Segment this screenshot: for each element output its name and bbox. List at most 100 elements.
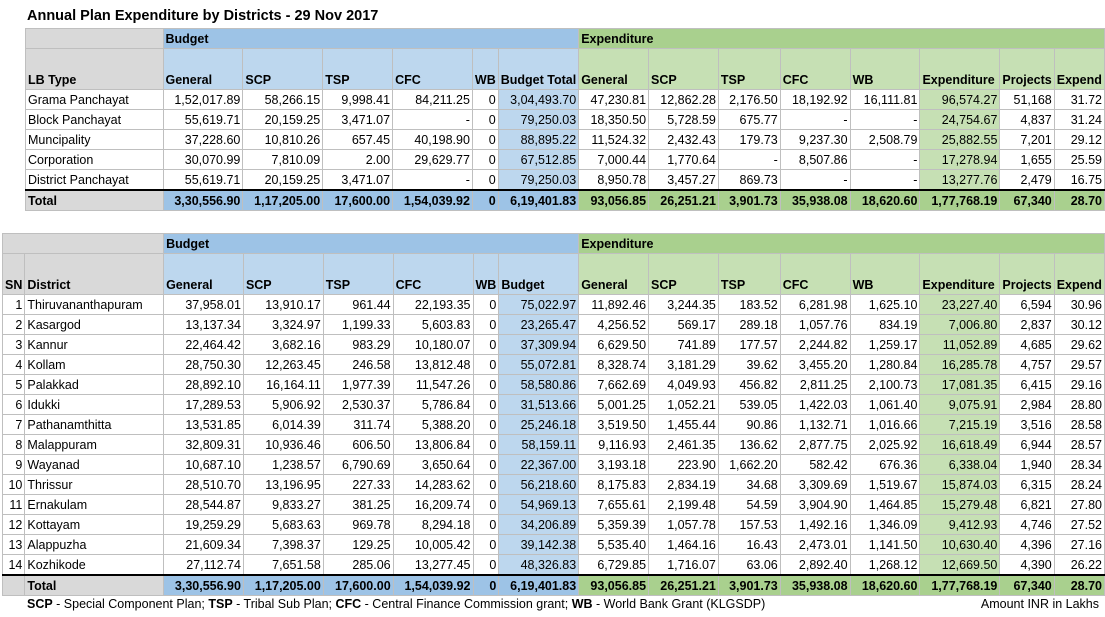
table-cell: 0 — [471, 149, 499, 170]
table-cell: 223.90 — [648, 454, 719, 475]
table-cell: 20,159.25 — [242, 169, 324, 191]
table-cell: 4,390 — [999, 554, 1055, 576]
table-cell: 1,280.84 — [849, 354, 921, 375]
table-cell: 177.57 — [717, 334, 781, 355]
table-cell: 37,309.94 — [498, 334, 580, 355]
table-cell: 40,198.90 — [392, 129, 473, 150]
table-cell: 0 — [471, 129, 499, 150]
table-cell: 1,977.39 — [322, 374, 394, 395]
table-cell: 16,618.49 — [919, 434, 1001, 455]
table-cell: 2,432.43 — [648, 129, 719, 150]
table-cell: 3,682.16 — [242, 334, 324, 355]
column-header: TSP — [322, 48, 394, 90]
table-cell: 6 — [1, 394, 26, 415]
table-cell: 3,471.07 — [322, 109, 394, 130]
table-cell: 27.52 — [1053, 514, 1105, 535]
table-cell: 30,070.99 — [162, 149, 244, 170]
table-cell: 5,906.92 — [242, 394, 324, 415]
table-cell: 8,328.74 — [578, 354, 650, 375]
table-cell: 0 — [471, 169, 499, 191]
table-cell: 0 — [472, 454, 500, 475]
table-cell: 5,001.25 — [578, 394, 650, 415]
table-cell: 1,346.09 — [849, 514, 921, 535]
table-cell: 3,324.97 — [242, 314, 324, 335]
header-spacer — [1, 233, 165, 254]
table-cell: 7,651.58 — [242, 554, 324, 576]
table-cell: 24,754.67 — [919, 109, 1001, 130]
table-cell: 58,266.15 — [242, 89, 324, 110]
table-cell: 1,464.85 — [849, 494, 921, 515]
table-cell: 539.05 — [717, 394, 781, 415]
table-cell: 37,228.60 — [162, 129, 244, 150]
total-row: Total 3,30,556.90 1,17,205.00 17,600.00 1,54… — [1, 574, 1105, 596]
table-row: 5 Palakkad 28,892.10 16,164.11 1,977.39 11,54… — [1, 374, 1105, 395]
table-cell: 3,471.07 — [322, 169, 394, 191]
legend-abbr: CFC — [335, 597, 362, 611]
table-cell: 31.72 — [1053, 89, 1105, 110]
table-cell: 22,367.00 — [498, 454, 580, 475]
table-cell: 10,687.10 — [163, 454, 244, 475]
table-cell: 4,049.93 — [648, 374, 719, 395]
lb-type-table: Budget Expenditure LB Type General SCP TSP CFC… — [25, 28, 1105, 211]
table-cell: 25.59 — [1053, 149, 1105, 170]
table-cell: 3,519.50 — [578, 414, 650, 435]
table-cell: 5,359.39 — [578, 514, 650, 535]
legend-abbr: WB — [571, 597, 593, 611]
table-cell: 2,892.40 — [779, 554, 851, 576]
table-cell: 6,014.39 — [242, 414, 324, 435]
table-cell: 13,196.95 — [242, 474, 324, 495]
table-cell: Kottayam — [24, 514, 165, 535]
table-cell: 22,193.35 — [392, 294, 474, 315]
total-cell: 3,901.73 — [717, 189, 781, 211]
table-cell: 834.19 — [849, 314, 921, 335]
table-cell: 1,268.12 — [849, 554, 921, 576]
table-cell: 4 — [1, 354, 26, 375]
table-cell: 13,137.34 — [163, 314, 244, 335]
table-cell: 2,473.01 — [779, 534, 851, 555]
table-row: Corporation 30,070.99 7,810.09 2.00 29,629.7… — [25, 149, 1105, 170]
table-cell: 183.52 — [717, 294, 781, 315]
table-cell: - — [717, 149, 781, 170]
table-cell: 7 — [1, 414, 26, 435]
table-cell: 17,081.35 — [919, 374, 1001, 395]
table-cell: 27,112.74 — [163, 554, 244, 576]
total-cell: 1,54,039.92 — [392, 574, 474, 596]
table-cell: 32,809.31 — [163, 434, 244, 455]
table-row: Grama Panchayat 1,52,017.89 58,266.15 9,998… — [25, 89, 1105, 110]
table-cell: 7,006.80 — [919, 314, 1001, 335]
table-cell: 79,250.03 — [497, 169, 580, 191]
table-row: 11 Ernakulam 28,544.87 9,833.27 381.25 16,209… — [1, 494, 1105, 515]
column-header: Expend — [1053, 48, 1105, 90]
table-cell: 2,508.79 — [849, 129, 921, 150]
table-cell: 29.16 — [1053, 374, 1105, 395]
table-cell: 54,969.13 — [498, 494, 580, 515]
table-cell: 2 — [1, 314, 26, 335]
table-cell: 25,246.18 — [498, 414, 580, 435]
table-cell: 2,479 — [999, 169, 1055, 191]
table-row: Block Panchayat 55,619.71 20,159.25 3,471.0… — [25, 109, 1105, 130]
table-cell: Corporation — [25, 149, 164, 170]
table-cell: - — [849, 109, 921, 130]
legend-text: - World Bank Grant (KLGSDP) — [592, 597, 766, 611]
table-cell: Kannur — [24, 334, 165, 355]
table-cell: 7,215.19 — [919, 414, 1001, 435]
table-cell: 1,259.17 — [849, 334, 921, 355]
total-cell: 67,340 — [999, 189, 1055, 211]
table-cell: 5,683.63 — [242, 514, 324, 535]
table-cell: 157.53 — [717, 514, 781, 535]
column-header: SCP — [648, 48, 719, 90]
table-cell: 3 — [1, 334, 26, 355]
table-row: 6 Idukki 17,289.53 5,906.92 2,530.37 5,786.84… — [1, 394, 1105, 415]
table-cell: 6,821 — [999, 494, 1055, 515]
table-cell: 179.73 — [717, 129, 781, 150]
table-cell: 20,159.25 — [242, 109, 324, 130]
table-row: District Panchayat 55,619.71 20,159.25 3,47… — [25, 169, 1105, 191]
table-cell: 16,164.11 — [242, 374, 324, 395]
expenditure-group-header: Expenditure — [578, 233, 1105, 254]
table-cell: 37,958.01 — [163, 294, 244, 315]
table-cell: Wayanad — [24, 454, 165, 475]
total-cell — [1, 574, 26, 596]
table-cell: 18,192.92 — [779, 89, 851, 110]
table-cell: Malappuram — [24, 434, 165, 455]
table-cell: 4,837 — [999, 109, 1055, 130]
